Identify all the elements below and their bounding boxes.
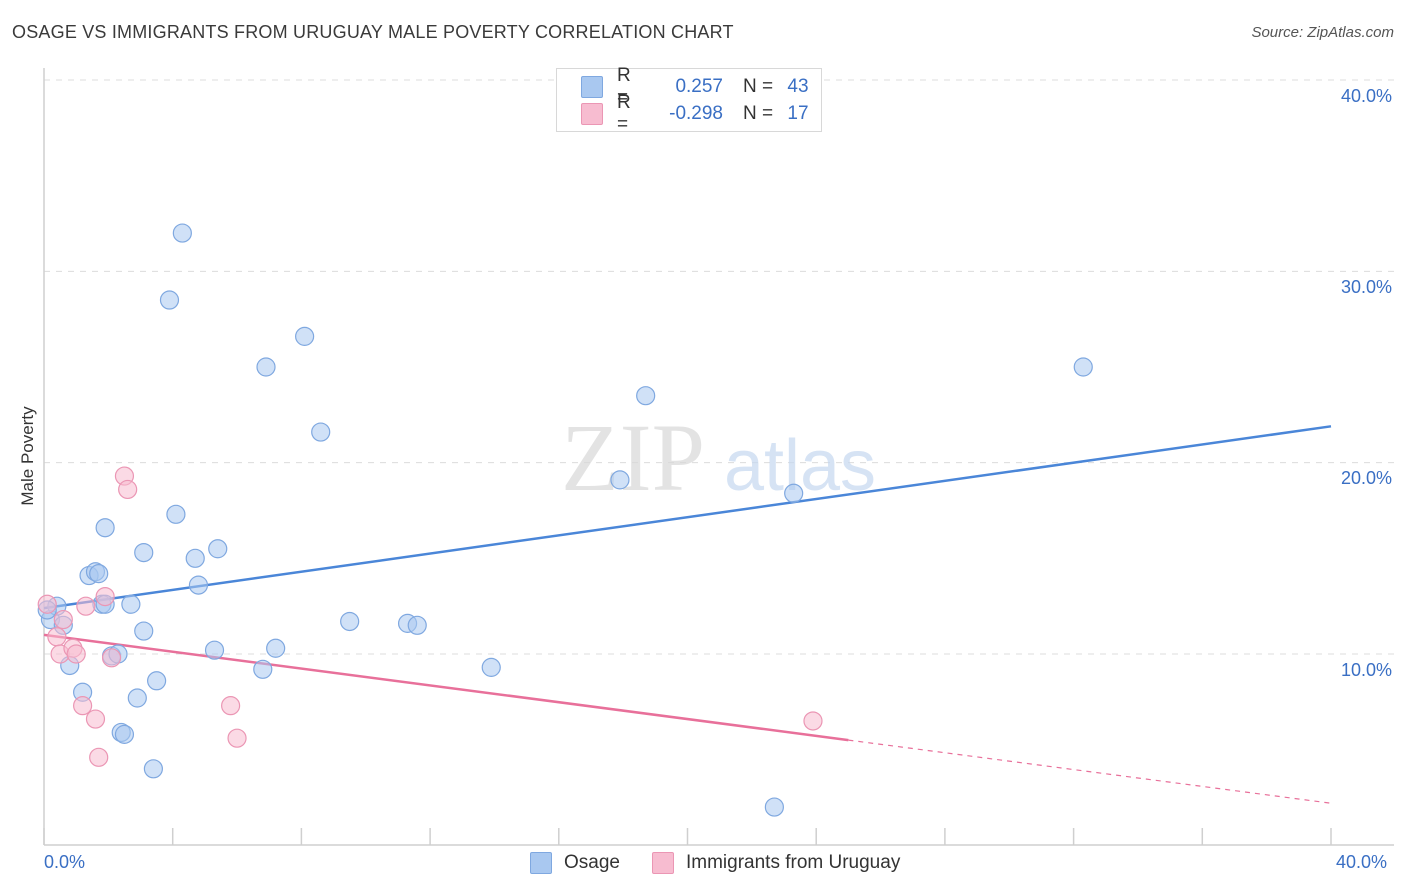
point-osage bbox=[295, 326, 315, 346]
point-uruguay bbox=[73, 696, 93, 716]
point-osage bbox=[89, 564, 109, 584]
point-uruguay bbox=[37, 594, 57, 614]
point-uruguay bbox=[227, 728, 247, 748]
point-osage bbox=[253, 659, 273, 679]
correlation-legend: R = 0.257 N = 43 R = -0.298 N = 17 bbox=[556, 65, 822, 135]
chart-title: OSAGE VS IMMIGRANTS FROM URUGUAY MALE PO… bbox=[12, 22, 734, 42]
point-osage bbox=[172, 223, 192, 243]
point-osage bbox=[159, 290, 180, 310]
point-uruguay bbox=[89, 747, 109, 767]
legend-r-value: -0.298 bbox=[669, 103, 723, 124]
point-osage bbox=[134, 542, 154, 563]
point-uruguay bbox=[95, 586, 115, 607]
point-osage bbox=[188, 575, 209, 595]
point-uruguay bbox=[76, 596, 96, 616]
point-osage bbox=[407, 615, 427, 635]
legend-r-label: R = bbox=[617, 65, 631, 108]
legend-label-osage: Osage bbox=[564, 852, 620, 873]
x-tick-min: 0.0% bbox=[44, 852, 86, 872]
point-osage bbox=[185, 548, 205, 568]
point-osage bbox=[127, 688, 147, 708]
point-osage bbox=[134, 621, 154, 641]
point-uruguay bbox=[118, 479, 138, 500]
y-tick-30: 30.0% bbox=[1340, 277, 1392, 297]
grid-lines bbox=[44, 79, 1394, 655]
y-tick-10: 10.0% bbox=[1340, 660, 1392, 680]
legend-item-uruguay[interactable]: Immigrants from Uruguay bbox=[651, 852, 901, 874]
legend-swatch-uruguay bbox=[581, 103, 603, 125]
y-tick-20: 20.0% bbox=[1340, 468, 1392, 488]
point-osage bbox=[143, 759, 163, 779]
y-axis-label: Male Poverty bbox=[18, 406, 37, 506]
point-uruguay bbox=[66, 644, 86, 664]
legend-label-uruguay: Immigrants from Uruguay bbox=[685, 852, 901, 873]
point-osage bbox=[481, 657, 501, 677]
legend-swatch-uruguay bbox=[651, 852, 674, 874]
legend-n-value: 43 bbox=[787, 76, 809, 97]
point-osage bbox=[208, 539, 228, 559]
point-uruguay bbox=[803, 711, 823, 731]
trend-line-uruguay-extrapolated bbox=[848, 739, 1332, 804]
point-osage bbox=[311, 422, 331, 442]
point-uruguay bbox=[85, 709, 106, 729]
legend-swatch-osage bbox=[581, 76, 603, 98]
legend-row-osage: R = 0.257 N = 43 bbox=[581, 65, 813, 108]
legend-n-label: N = bbox=[743, 103, 774, 124]
legend-row-uruguay: R = -0.298 N = 17 bbox=[581, 92, 813, 135]
point-osage bbox=[95, 518, 115, 538]
legend-n-label: N = bbox=[743, 76, 774, 97]
trend-line-osage bbox=[43, 425, 1332, 610]
point-uruguay bbox=[101, 648, 122, 668]
x-tick-max: 40.0% bbox=[1336, 852, 1388, 872]
point-osage bbox=[636, 386, 656, 406]
legend-item-osage[interactable]: Osage bbox=[530, 852, 620, 874]
legend-r-label: R = bbox=[617, 92, 631, 135]
y-tick-40: 40.0% bbox=[1340, 86, 1392, 106]
point-osage bbox=[204, 640, 225, 660]
watermark-zip: ZIP bbox=[561, 404, 705, 511]
point-uruguay bbox=[221, 696, 241, 716]
legend-n-value: 17 bbox=[787, 103, 809, 124]
point-osage bbox=[256, 357, 276, 377]
point-osage bbox=[784, 483, 804, 503]
point-osage bbox=[340, 611, 360, 632]
axes bbox=[43, 68, 1394, 846]
trend-lines bbox=[43, 425, 1332, 804]
watermark: ZIP atlas bbox=[561, 404, 876, 511]
point-osage bbox=[266, 638, 286, 658]
legend-r-value: 0.257 bbox=[675, 76, 723, 97]
series-legend: Osage Immigrants from Uruguay bbox=[530, 852, 932, 874]
legend-swatch-osage bbox=[530, 852, 552, 874]
source-label: Source: ZipAtlas.com bbox=[1251, 24, 1394, 41]
point-osage bbox=[610, 470, 630, 490]
point-uruguay bbox=[47, 627, 67, 647]
point-uruguay bbox=[53, 609, 73, 630]
point-osage bbox=[1073, 357, 1093, 377]
point-osage bbox=[121, 594, 141, 614]
point-osage bbox=[166, 504, 186, 524]
data-points bbox=[37, 223, 1093, 817]
trend-line-uruguay bbox=[43, 633, 849, 742]
point-osage bbox=[147, 671, 167, 691]
point-osage bbox=[764, 797, 784, 817]
point-osage bbox=[114, 724, 135, 744]
